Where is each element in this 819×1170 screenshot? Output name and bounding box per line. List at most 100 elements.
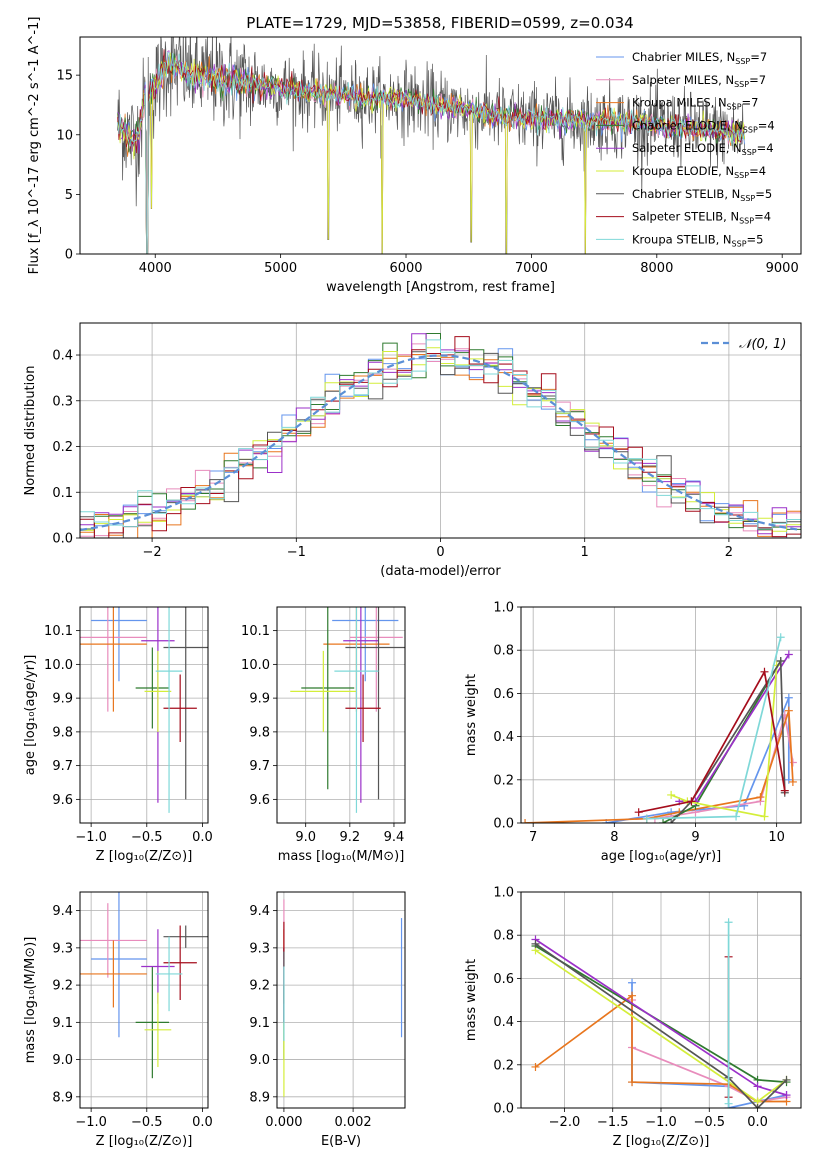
axes-frame <box>276 891 406 1109</box>
x-tick-label: 7 <box>529 830 537 845</box>
y-axis-label: Flux [f_λ 10^-17 erg cm^-2 s^-1 A^-1] <box>27 17 42 275</box>
series-marker-salpeter_stelib <box>687 797 696 806</box>
x-tick-label: 8 <box>610 830 618 845</box>
y-tick-label: 10.1 <box>241 624 270 639</box>
y-tick-label: 10.0 <box>44 658 73 673</box>
y-axis-label: Normed distribution <box>23 366 38 496</box>
series-marker-chabrier_miles <box>784 693 793 702</box>
series-line-kroupa_miles <box>534 994 787 1103</box>
series-marker-kroupa_stelib <box>724 1099 733 1108</box>
y-tick-label: 0.4 <box>493 730 514 745</box>
series-marker-salpeter_miles <box>788 758 797 767</box>
legend-entry: Kroupa MILES, NSSP=7 <box>632 96 758 112</box>
y-tick-label: 0.8 <box>493 929 514 944</box>
y-axis-label: mass [log₁₀(M/M⊙)] <box>23 937 38 1064</box>
legend-entry: Kroupa STELIB, NSSP=5 <box>632 232 763 248</box>
y-tick-label: 9.9 <box>52 692 73 707</box>
x-tick-label: 7000 <box>515 261 548 276</box>
histogram-salpeter_stelib <box>80 336 801 538</box>
series-marker-chabrier_stelib <box>753 1104 762 1108</box>
series-marker-chabrier_miles <box>740 801 749 810</box>
x-axis-label: Z [log₁₀(Z/Z⊙)] <box>613 1134 710 1149</box>
y-tick-label: 9.8 <box>249 725 270 740</box>
series-marker-kroupa_stelib <box>776 633 785 642</box>
x-tick-label: 9000 <box>766 261 799 276</box>
x-axis-label: Z [log₁₀(Z/Z⊙)] <box>96 1134 193 1149</box>
series-marker-kroupa_elodie <box>667 790 676 799</box>
spectrum-line-kroupa_elodie <box>117 52 745 254</box>
y-tick-label: 10 <box>56 128 73 143</box>
spectrum-line-salpeter_stelib <box>117 49 745 254</box>
y-tick-label: 9.6 <box>52 793 73 808</box>
x-tick-label: 9.2 <box>339 830 360 845</box>
chart-spectrum: 4000 5000 6000 7000 8000 9000 0 5 10 15 wavelength… <box>27 17 802 295</box>
y-tick-label: 0.4 <box>52 349 73 364</box>
legend-entry: Kroupa ELODIE, NSSP=4 <box>632 164 766 180</box>
y-tick-label: 9.3 <box>249 941 270 956</box>
series-marker-kroupa_stelib <box>732 812 741 821</box>
axes-frame <box>520 891 802 1109</box>
y-tick-label: 9.9 <box>249 692 270 707</box>
x-axis-label: mass [log₁₀(M/M⊙)] <box>278 849 405 864</box>
y-tick-label: 9.3 <box>52 941 73 956</box>
x-tick-label: 2 <box>725 545 733 560</box>
y-tick-label: 9.4 <box>52 904 73 919</box>
y-tick-label: 10.0 <box>241 658 270 673</box>
series-marker-kroupa_miles <box>756 793 765 802</box>
x-tick-label: 9 <box>691 830 699 845</box>
plot-area <box>283 899 403 1097</box>
legend-entry: Salpeter MILES, NSSP=7 <box>632 73 766 89</box>
y-tick-label: 0.6 <box>493 972 514 987</box>
series-marker-salpeter_elodie <box>784 650 793 659</box>
axes-frame <box>276 606 406 824</box>
series-marker-chabrier_miles <box>628 978 637 987</box>
x-tick-label: 4000 <box>139 261 172 276</box>
chart-mass-vs-ebv: 0.000 0.002 8.9 9.0 9.1 9.2 9.3 9.4 E(B-V) <box>249 891 406 1149</box>
y-tick-label: 0 <box>65 248 73 263</box>
series-marker-salpeter_elodie <box>753 1082 762 1091</box>
series-marker-chabrier_stelib <box>782 1075 791 1084</box>
y-tick-label: 9.2 <box>249 979 270 994</box>
histogram-kroupa_stelib <box>80 339 801 530</box>
y-tick-label: 8.9 <box>249 1090 270 1105</box>
legend-entry: Chabrier ELODIE, NSSP=4 <box>632 118 775 134</box>
series-marker-salpeter_stelib <box>634 808 643 817</box>
series-line-chabrier_stelib <box>535 943 788 1108</box>
series-marker-chabrier_stelib <box>776 657 785 665</box>
series-marker-kroupa_miles <box>521 819 530 823</box>
series-line-chabrier_stelib <box>670 658 786 823</box>
series-marker-kroupa_miles <box>628 1078 637 1087</box>
x-tick-label: 10 <box>768 830 785 845</box>
y-tick-label: 9.1 <box>52 1016 73 1031</box>
y-tick-label: 9.6 <box>249 793 270 808</box>
y-axis-label: mass weight <box>464 674 479 756</box>
plot-area <box>290 607 405 813</box>
plot-area <box>117 37 745 254</box>
series-marker-chabrier_elodie <box>659 819 668 823</box>
chart-mass-weight-vs-Z: −2.0 −1.5 −1.0 −0.5 0.0 0.0 0.2 0.4 0.6 0.8 1.0 Z [… <box>464 886 802 1149</box>
gaussian-curve <box>80 354 801 532</box>
series-marker-salpeter_stelib <box>760 667 769 676</box>
axes-frame <box>79 322 802 539</box>
series-line-kroupa_stelib <box>646 636 782 820</box>
legend-entry: Chabrier STELIB, NSSP=5 <box>632 187 772 203</box>
x-tick-label: 0.0 <box>192 1115 213 1130</box>
x-tick-label: 5000 <box>264 261 297 276</box>
x-tick-label: 9.4 <box>384 830 405 845</box>
x-tick-label: 0.0 <box>747 1115 768 1130</box>
series-line-salpeter_stelib <box>638 669 786 814</box>
x-tick-label: −0.5 <box>693 1115 725 1130</box>
x-tick-label: 9.0 <box>295 830 316 845</box>
plot-area <box>80 892 208 1079</box>
y-tick-label: 15 <box>56 69 73 84</box>
series-line-kroupa_miles <box>525 710 794 823</box>
chart-mass-weight-vs-age: 7 8 9 10 0.0 0.2 0.4 0.6 0.8 1.0 age [log₁₀(age/yr… <box>464 601 802 864</box>
y-tick-label: 9.2 <box>52 979 73 994</box>
axes-frame <box>79 36 802 255</box>
y-tick-label: 9.8 <box>52 725 73 740</box>
plot-area <box>521 633 797 823</box>
plot-area <box>80 607 208 813</box>
x-axis-label: age [log₁₀(age/yr)] <box>601 849 722 864</box>
x-tick-label: −1.0 <box>645 1115 677 1130</box>
